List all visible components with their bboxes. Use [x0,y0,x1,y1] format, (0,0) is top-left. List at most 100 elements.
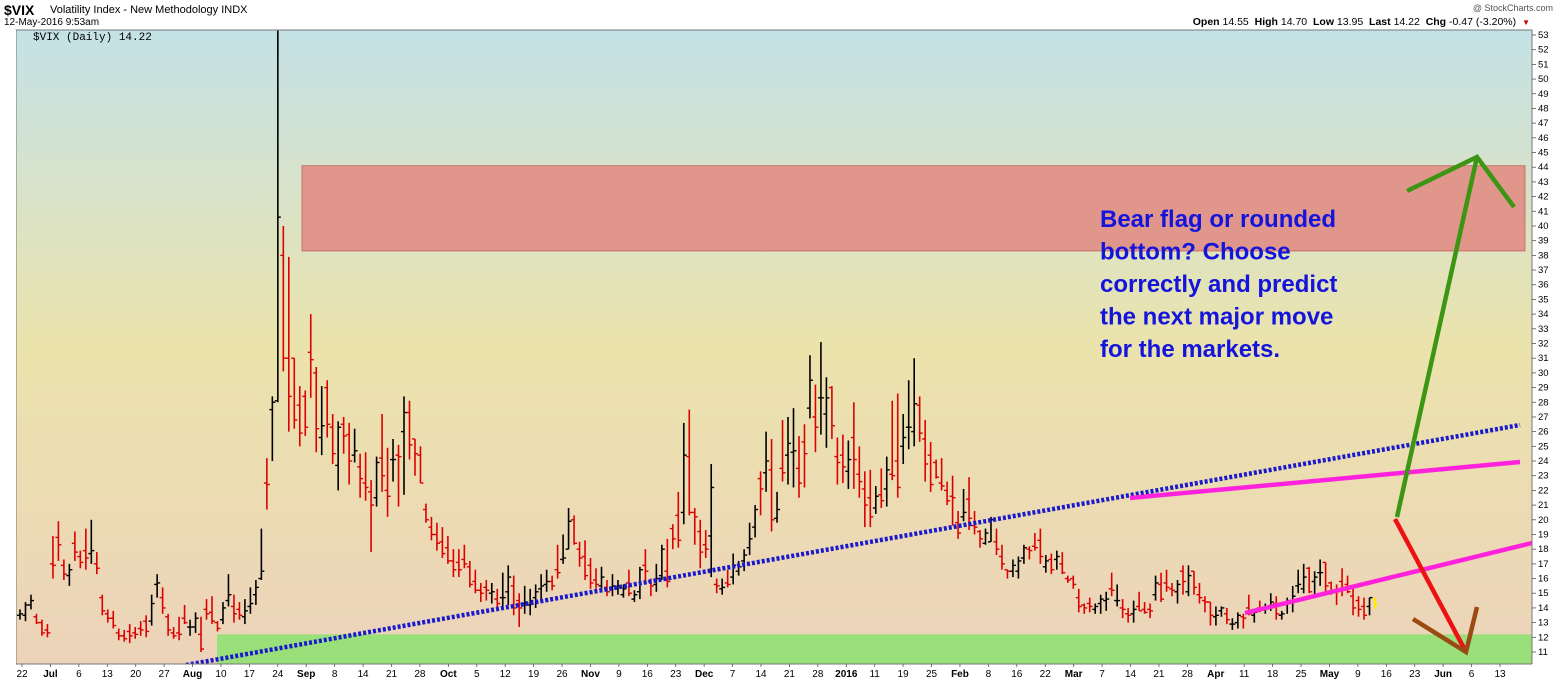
y-tick-label: 35 [1538,294,1549,305]
ohlc-bar [384,447,391,517]
ohlc-bar [395,444,402,507]
ohlc-bar [1322,561,1329,594]
ohlc-bar [779,419,786,482]
channel-upper-line [1129,459,1521,501]
ohlc-bar [236,602,243,620]
x-tick-label: Feb [951,669,969,680]
support-zone [217,634,1532,664]
x-tick-label: Nov [581,669,600,680]
y-tick-label: 21 [1538,500,1549,511]
left-margin [0,30,16,664]
resistance-zone [301,165,1526,252]
ohlc-bar [455,549,462,578]
ohlc-bar [1064,575,1071,583]
y-tick-label: 13 [1538,618,1549,629]
y-tick-label: 22 [1538,485,1549,496]
ohlc-bar [538,574,545,603]
ohlc-bar [176,616,183,641]
ohlc-bar [977,530,984,548]
ohlc-bar [1075,588,1082,613]
ohlc-bar [768,438,775,532]
ohlc-bar [620,584,627,598]
ohlc-bar [379,414,386,492]
ohlc-bar [335,421,342,491]
ohlc-bar [1311,571,1318,595]
y-tick-label: 16 [1538,574,1549,585]
ohlc-bar [571,515,578,545]
ohlc-bar [1366,596,1373,616]
quote-datetime: 12-May-2016 9:53am [4,17,100,28]
ohlc-bar [132,627,139,639]
ohlc-bar [960,488,967,522]
x-tick-label: Jul [43,669,58,680]
x-tick-label: 6 [76,669,82,680]
green-up-arrowhead [1406,154,1516,209]
ohlc-bar [1174,580,1181,604]
blue-trendline [185,422,1521,668]
date-axis-panel [0,664,1565,681]
ohlc-bar [1097,594,1104,614]
x-tick-label: 22 [16,669,28,680]
ohlc-bar [708,463,715,578]
ohlc-bar [949,475,956,526]
ohlc-bar [724,569,731,588]
ohlc-bar [1141,602,1148,614]
ohlc-bar [741,549,748,572]
y-tick-label: 50 [1538,74,1549,85]
x-tick-label: 13 [1494,669,1506,680]
chart-legend: $VIX (Daily) 14.22 [33,32,152,44]
ohlc-bar [17,609,23,620]
high-label: High [1254,16,1278,28]
ohlc-bar [944,481,951,506]
ohlc-bar [346,422,353,485]
y-tick-label: 49 [1538,89,1549,100]
x-tick-label: 25 [926,669,938,680]
x-tick-label: 22 [1040,669,1052,680]
chg-label: Chg [1425,16,1447,28]
ohlc-bar [351,428,358,463]
ohlc-bar [60,559,67,581]
ohlc-bar [883,456,890,507]
ohlc-bar [1081,603,1088,614]
ohlc-bar [1361,597,1368,620]
y-tick-label: 32 [1538,339,1549,350]
ohlc-bar [247,587,254,614]
ohlc-bar [126,624,133,644]
ohlc-bar [362,452,369,501]
ohlc-bar [1048,553,1055,575]
ohlc-bar [209,596,216,625]
y-tick-label: 51 [1538,59,1549,70]
ohlc-bar [1317,559,1324,586]
ohlc-bar [296,386,303,447]
y-tick-label: 38 [1538,250,1549,261]
ohlc-bar [269,396,276,462]
ohlc-bar [806,355,813,419]
stockcharts-brand[interactable]: @ StockCharts.com [1472,3,1553,13]
price-axis-panel [1532,30,1565,664]
green-up-arrow-shaft [1394,156,1480,518]
ohlc-bar [1059,552,1066,575]
ohlc-bar [1278,610,1285,620]
ohlc-bar [71,531,78,561]
ohlc-bar [1229,618,1236,630]
ohlc-bar [1125,607,1132,623]
x-tick-label: 28 [812,669,824,680]
ohlc-bar [483,580,490,601]
x-tick-label: May [1320,669,1340,680]
ohlc-bar [137,621,144,636]
chart-header: $VIX Volatility Index - New Methodology … [0,0,1565,30]
x-tick-label: 8 [332,669,338,680]
ohlc-bar [274,30,281,403]
ohlc-bar [719,578,726,595]
ohlc-bar [658,544,665,581]
ohlc-bar [1037,528,1044,564]
ohlc-bar [340,416,347,454]
ohlc-bar [66,563,73,586]
ohlc-bar [812,384,819,453]
ohlc-bar [1020,544,1027,564]
ohlc-bar [433,522,440,551]
ohlc-bar [225,574,232,607]
y-tick-label: 30 [1538,368,1549,379]
y-tick-label: 15 [1538,588,1549,599]
ohlc-bar [795,436,802,498]
